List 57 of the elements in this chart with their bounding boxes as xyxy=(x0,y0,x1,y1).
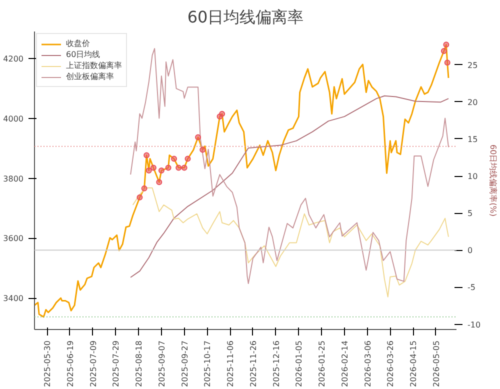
y-tick-label: 3600 xyxy=(3,234,24,244)
y-tick-label: 4000 xyxy=(3,114,24,124)
x-tick-label: 2026-03-06 xyxy=(363,340,372,387)
x-tick-label: 2026-03-26 xyxy=(386,340,396,387)
point xyxy=(141,185,148,192)
x-tick-label: 2026-01-05 xyxy=(294,340,304,387)
x-tick-label: 2025-05-30 xyxy=(43,340,52,387)
point xyxy=(146,167,152,174)
point xyxy=(158,167,164,174)
point xyxy=(200,146,206,153)
x-tick-label: 2025-08-18 xyxy=(134,340,144,387)
point xyxy=(165,164,172,171)
y-tick-label: 4200 xyxy=(3,54,24,64)
point xyxy=(440,48,447,54)
legend-label: 上证指数偏离率 xyxy=(66,60,122,71)
point xyxy=(443,42,450,48)
point xyxy=(219,110,226,117)
y2-tick-label: 0 xyxy=(468,246,473,256)
x-tick-label: 2025-11-26 xyxy=(248,340,258,387)
y2-tick-label: -5 xyxy=(468,283,476,292)
point xyxy=(150,164,156,171)
y2-tick-label: -10 xyxy=(468,320,481,330)
x-tick-label: 2025-07-09 xyxy=(88,340,98,387)
x-tick-label: 2025-12-16 xyxy=(272,340,281,387)
x-tick-label: 2026-02-14 xyxy=(340,340,350,387)
x-tick-label: 2026-04-15 xyxy=(409,340,418,387)
y2-tick-label: 15 xyxy=(468,134,478,144)
y2-tick-label: 10 xyxy=(468,172,478,182)
x-tick-label: 2025-09-27 xyxy=(180,340,190,387)
point xyxy=(144,152,150,158)
point xyxy=(171,156,178,162)
x-tick-label: 2025-07-29 xyxy=(112,340,121,387)
x-tick-label: 2025-06-19 xyxy=(66,340,75,387)
legend-label: 收盘价 xyxy=(66,38,90,49)
point xyxy=(444,60,450,66)
line-series xyxy=(130,48,449,284)
y2-tick-label: 5 xyxy=(468,209,473,218)
x-tick-label: 2026-01-25 xyxy=(318,340,327,387)
y-tick-label: 3400 xyxy=(3,294,24,304)
x-tick-label: 2026-05-05 xyxy=(432,340,441,387)
y2-tick-label: 25 xyxy=(468,60,478,70)
point xyxy=(181,164,188,171)
point xyxy=(195,134,202,140)
line-series xyxy=(130,95,449,278)
y2-tick-label: 20 xyxy=(468,98,478,107)
point xyxy=(176,164,182,171)
x-tick-label: 2025-10-17 xyxy=(203,340,212,387)
legend-label: 60日均线 xyxy=(66,49,100,60)
y2-axis-title: 60日均线偏离率(%) xyxy=(488,144,498,217)
x-tick-label: 2025-11-06 xyxy=(226,340,236,387)
point xyxy=(136,194,143,200)
point xyxy=(156,179,162,186)
chart-title: 60日均线偏离率 xyxy=(187,8,304,26)
x-tick-label: 2025-09-07 xyxy=(157,340,166,387)
y-tick-label: 3800 xyxy=(3,174,24,184)
legend-label: 创业板偏离率 xyxy=(66,71,114,82)
point xyxy=(184,156,191,162)
